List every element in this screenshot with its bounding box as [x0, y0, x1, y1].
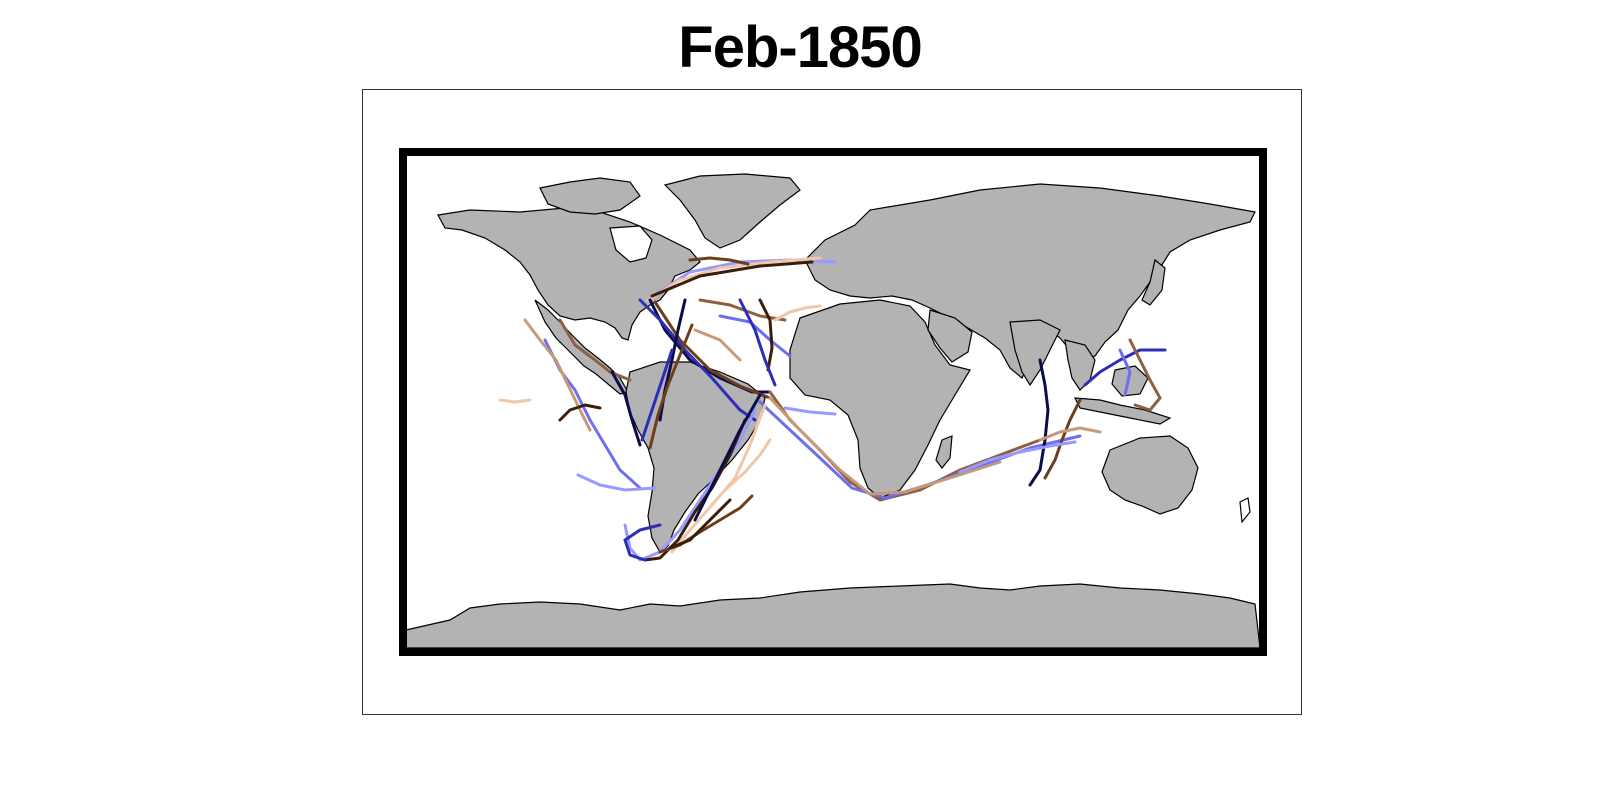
ship-track: [668, 498, 732, 550]
ship-track: [523, 318, 592, 432]
ship-track: [653, 300, 772, 400]
australia: [1101, 435, 1199, 515]
ship-track: [648, 323, 694, 450]
japan: [1141, 258, 1166, 306]
ship-track: [670, 403, 767, 554]
ship-track: [576, 473, 657, 492]
greenland: [663, 173, 801, 249]
figure-panel: [362, 89, 1302, 715]
india: [1009, 319, 1061, 387]
ship-track: [1028, 358, 1050, 487]
ship-track: [643, 418, 747, 562]
ship-track: [723, 438, 772, 492]
eurasia: [804, 183, 1256, 379]
ship-track: [1083, 348, 1167, 387]
ship-track: [558, 403, 602, 422]
ship-track: [623, 523, 662, 562]
ship-track: [1038, 426, 1102, 442]
ship-track: [640, 348, 674, 442]
arabia: [927, 309, 973, 363]
ship-track: [1043, 398, 1082, 480]
ship-track: [638, 298, 757, 422]
ship-track: [718, 314, 792, 358]
ship-track: [693, 393, 762, 522]
antarctica: [405, 583, 1261, 649]
ship-track: [650, 260, 814, 298]
ship-track: [610, 370, 642, 447]
ship-track: [1128, 338, 1162, 412]
ship-track: [646, 256, 822, 302]
ship-track: [498, 398, 532, 404]
madagascar: [935, 435, 953, 469]
ship-track: [958, 440, 1077, 474]
ship-track: [558, 318, 632, 382]
ship-tracks: [498, 256, 1167, 562]
new-zealand: [1239, 497, 1251, 524]
ship-track: [783, 406, 837, 416]
ship-track: [738, 298, 777, 387]
ship-track: [1118, 348, 1132, 397]
ship-track: [758, 298, 774, 372]
arctic-islands: [539, 177, 641, 215]
borneo: [1111, 365, 1149, 397]
hudson-bay: [609, 225, 653, 263]
indonesia: [1073, 397, 1172, 425]
ship-track: [693, 328, 742, 362]
map-frame: [399, 148, 1267, 656]
map-title: Feb-1850: [678, 15, 922, 80]
africa: [789, 299, 971, 499]
ship-track: [773, 304, 822, 322]
ship-track: [688, 256, 750, 266]
ship-track: [768, 396, 1002, 496]
